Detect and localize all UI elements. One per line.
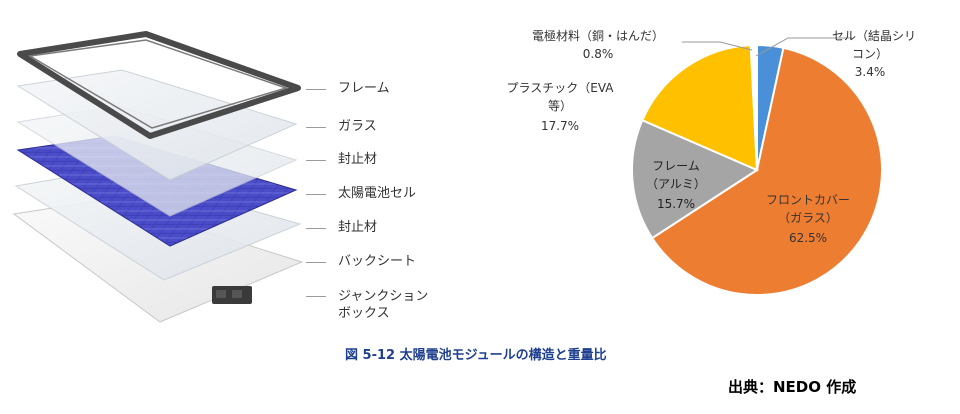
pie-slice-plastic [641,44,759,172]
slice-value-frame: 15.7% [657,197,695,211]
slice-label-glass: フロントカバー [766,193,850,207]
slice-value-electrode: 0.8% [583,47,614,61]
leader-line [306,160,326,161]
layer-label-encapsulant: 封止材 [338,152,378,167]
pie-slice-front-cover [650,46,883,296]
slice-label-frame: （アルミ） [646,177,706,191]
slice-value-cell: 3.4% [855,65,886,79]
slice-label-glass: （ガラス） [778,211,838,225]
pie-leader-line [682,41,753,51]
layer-label-encapsulant: 封止材 [338,220,378,235]
slice-label-cell: コン） [852,47,888,61]
slice-label-cell: セル（結晶シリ [832,29,916,43]
leader-line [306,262,326,263]
layer-label-glass: ガラス [338,119,377,134]
pie-slice-frame [631,118,760,240]
leader-line [306,127,326,128]
leader-line [306,194,326,195]
layer-label-junction-box: ジャンクション ボックス [338,289,429,321]
pie-leader-line [755,37,852,57]
figure-caption: 図 5-12 太陽電池モジュールの構造と重量比 [345,348,607,363]
source-note: 出典：NEDO 作成 [728,378,857,396]
slice-label-frame: フレーム [652,159,700,173]
slice-label-plastic: 等） [548,99,572,113]
pie-slice-electrode [749,43,758,171]
leader-line [306,296,326,297]
frame-layer [17,31,301,139]
layer-label-frame: フレーム [338,81,390,96]
slice-value-glass: 62.5% [789,231,827,245]
leader-line [306,89,326,90]
module-exploded-illustration [12,31,304,323]
slice-label-electrode: 電極材料（銅・はんだ） [532,28,664,43]
weight-ratio-pie-chart: セル（結晶シリ コン） 3.4% フロントカバー （ガラス） 62.5% フレー… [507,28,916,296]
layer-label-backsheet: バックシート [338,254,417,269]
slice-value-plastic: 17.7% [541,119,579,133]
slice-label-plastic: プラスチック（EVA [507,81,615,95]
leader-line [306,228,326,229]
layer-label-solar-cell: 太陽電池セル [338,186,417,201]
